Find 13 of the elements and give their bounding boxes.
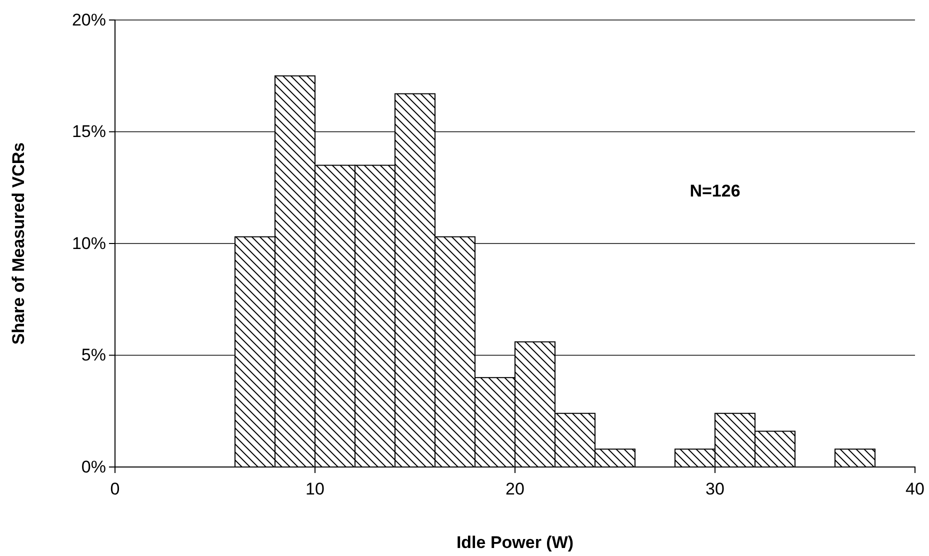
x-tick-label: 10 xyxy=(306,480,324,499)
y-axis-title: Share of Measured VCRs xyxy=(9,142,28,345)
x-axis-title: Idle Power (W) xyxy=(456,533,574,552)
y-tick-label: 0% xyxy=(81,457,106,476)
x-tick-label: 30 xyxy=(706,480,724,499)
x-tick-label: 0 xyxy=(110,480,120,499)
x-tick-label: 40 xyxy=(906,480,924,499)
y-tick-label: 5% xyxy=(81,346,106,365)
y-tick-label: 15% xyxy=(72,122,106,142)
x-tick-label: 20 xyxy=(506,480,524,499)
y-tick-label: 10% xyxy=(72,234,106,253)
annotation: N=126 xyxy=(690,182,740,201)
y-tick-label: 20% xyxy=(72,10,106,30)
